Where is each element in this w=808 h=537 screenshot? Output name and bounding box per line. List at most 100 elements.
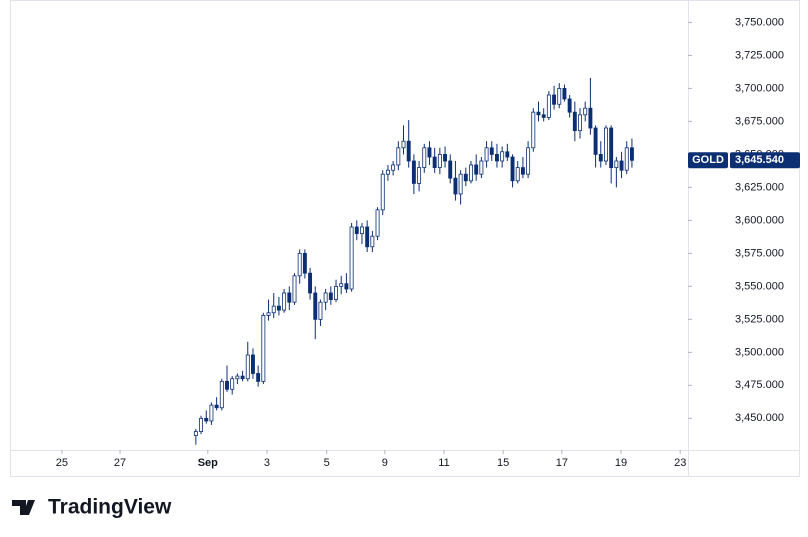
- candle-body: [396, 147, 401, 166]
- candle-body: [261, 314, 266, 382]
- candle-body: [240, 375, 245, 380]
- candle-body: [531, 111, 536, 149]
- x-tick-label: 27: [114, 457, 126, 469]
- x-tick-label: 3: [264, 457, 270, 469]
- candle-body: [375, 209, 380, 237]
- candle-body: [391, 164, 396, 171]
- x-tick-label: 9: [382, 457, 388, 469]
- x-tick-label: 11: [438, 457, 449, 469]
- candle-body: [230, 378, 235, 390]
- logo-mark: [12, 500, 35, 515]
- y-tick-label: 3,500.000: [735, 346, 784, 358]
- last-price-badge: [730, 152, 800, 169]
- candle-body: [469, 164, 473, 182]
- candle-body: [562, 88, 567, 100]
- candle-body: [308, 272, 313, 294]
- candle-body: [245, 354, 250, 380]
- candle-body: [401, 140, 406, 149]
- candle-body: [370, 235, 375, 248]
- candle-body: [567, 98, 572, 113]
- candle-body: [349, 226, 354, 290]
- candle-body: [354, 226, 359, 234]
- candle-body: [287, 292, 292, 303]
- candle-body: [458, 173, 463, 195]
- x-tick-label: 5: [324, 457, 330, 469]
- x-tick-label: Sep: [198, 457, 218, 469]
- y-tick-label: 3,600.000: [735, 214, 784, 226]
- candle-body: [344, 283, 349, 290]
- candle-body: [328, 292, 333, 300]
- logo: TradingView: [12, 496, 172, 519]
- candle-body: [546, 94, 551, 118]
- candle-body: [422, 147, 427, 168]
- y-tick-label: 3,725.000: [735, 49, 784, 61]
- candle-body: [427, 147, 432, 158]
- candle-body: [199, 417, 204, 432]
- symbol-label: GOLD: [692, 154, 724, 166]
- y-tick-label: 3,675.000: [735, 115, 784, 127]
- candle-body: [417, 167, 422, 184]
- x-tick-label: 15: [497, 457, 509, 469]
- x-tick-label: 19: [615, 457, 627, 469]
- y-tick-label: 3,700.000: [735, 82, 784, 94]
- candle-body: [251, 354, 255, 374]
- candle-body: [432, 156, 437, 168]
- candle-body: [583, 107, 588, 116]
- y-tick-label: 3,625.000: [735, 181, 784, 193]
- candle-body: [297, 252, 302, 277]
- candle-body: [235, 375, 240, 380]
- symbol-badge: [688, 152, 728, 169]
- candle-body: [292, 275, 297, 303]
- candle-body: [318, 301, 323, 320]
- last-price-label: 3,645.540: [735, 154, 784, 166]
- candle-body: [624, 147, 629, 171]
- candle-body: [339, 283, 344, 287]
- candle-body: [578, 114, 582, 132]
- y-tick-label: 3,525.000: [735, 313, 784, 325]
- candle-body: [598, 153, 603, 162]
- candle-body: [219, 380, 224, 409]
- candle-body: [334, 285, 338, 300]
- candle-body: [604, 127, 608, 162]
- candle-body: [225, 380, 229, 390]
- candle-body: [360, 226, 364, 234]
- candle-body: [443, 153, 447, 162]
- x-tick-label: 25: [56, 457, 68, 469]
- candle-body: [406, 140, 411, 162]
- candle-body: [505, 151, 510, 158]
- candle-body: [494, 153, 499, 162]
- candle-body: [520, 167, 525, 175]
- candle-body: [302, 252, 307, 274]
- candle-body: [500, 151, 505, 162]
- candle-body: [510, 156, 515, 182]
- chart-frame: [10, 0, 800, 477]
- candle-body: [515, 167, 520, 182]
- candle-body: [385, 169, 390, 175]
- candle-body: [536, 111, 541, 116]
- candle-body: [204, 417, 209, 422]
- candle-body: [214, 404, 219, 409]
- candle-body: [266, 312, 271, 316]
- candle-body: [437, 153, 442, 168]
- candle-body: [557, 88, 562, 105]
- candle-body: [489, 147, 494, 155]
- y-tick-label: 3,475.000: [735, 379, 784, 391]
- candle-body: [614, 160, 619, 168]
- brand: TradingView: [48, 496, 172, 519]
- y-tick-label: 3,450.000: [735, 412, 784, 424]
- plot: [193, 77, 634, 445]
- candle-body: [323, 292, 328, 303]
- x-tick-label: 23: [674, 457, 686, 469]
- candle-body: [411, 160, 416, 184]
- candle-body: [552, 94, 557, 105]
- candle-body: [209, 404, 214, 422]
- candle-body: [479, 160, 484, 175]
- candle-body: [448, 160, 453, 179]
- candle-body: [193, 431, 198, 436]
- candle-body: [313, 292, 318, 320]
- candle-body: [282, 292, 287, 311]
- candle-body: [541, 114, 546, 118]
- candle-body: [276, 305, 281, 311]
